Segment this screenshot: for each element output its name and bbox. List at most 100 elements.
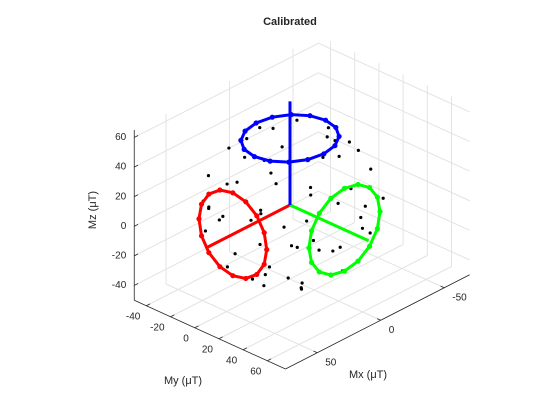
data-point [280,145,284,149]
z-tick-label: -20 [112,250,127,261]
data-point [341,268,348,274]
data-point [259,212,263,216]
data-point [217,218,221,222]
data-point [203,229,208,233]
data-point [206,191,212,197]
data-point [347,140,351,144]
z-tick [134,223,139,227]
data-point [305,219,309,223]
data-point [316,269,322,275]
grid-line [229,251,381,321]
data-point [366,243,373,249]
grid-line [267,266,452,362]
data-point [325,135,329,139]
data-point [331,249,335,253]
data-point [269,114,275,120]
y-tick-label: 20 [202,344,214,355]
grid-line [318,72,470,143]
data-point [366,184,373,191]
z-tick-label: -40 [112,280,127,291]
z-tick [134,164,139,168]
grid-line [194,233,380,329]
data-point [196,216,202,222]
grid-line [170,222,355,318]
z-tick-label: 60 [115,132,127,143]
data-point [262,284,266,288]
x-tick [376,318,381,321]
data-point [254,213,260,219]
data-point [295,245,299,249]
data-point [225,182,229,186]
data-point [374,194,380,200]
x-axis-line [285,274,470,370]
z-tick-label: 40 [115,162,127,173]
series-line [206,203,291,249]
data-point [300,281,304,285]
data-point [336,201,340,205]
data-point [374,226,380,232]
z-tick-label: 20 [115,191,127,202]
data-point [321,155,325,159]
data-point [245,137,249,141]
data-point [261,230,267,236]
data-point [305,157,311,163]
data-point [306,245,312,251]
data-point [368,231,372,235]
grid-line [292,218,445,289]
data-point [233,252,237,256]
data-point [249,218,253,222]
y-tick-label: 0 [183,333,189,344]
data-point [264,247,270,253]
data-point [274,182,278,186]
data-point [261,261,267,267]
series-line [289,203,370,243]
data-point [355,181,361,188]
data-point [341,185,348,191]
data-point [235,180,239,184]
data-point [356,148,360,153]
grid-line [134,161,319,257]
data-point [242,128,248,134]
data-point [333,124,339,131]
z-tick-label: 0 [121,221,127,232]
grid-line [318,190,470,261]
data-point [282,225,286,229]
data-point [258,242,262,247]
data-point [243,155,247,159]
chart-title: Calibrated [263,16,317,28]
data-point [253,120,259,126]
data-point [311,238,316,243]
data-point [360,226,365,230]
grid-line [165,283,318,354]
data-point [271,126,275,130]
data-point [227,146,231,150]
data-point [295,118,299,122]
grid-line [134,72,319,168]
data-point [326,126,330,130]
data-point [308,259,315,266]
data-point [238,137,244,143]
data-point [355,258,361,264]
data-point [316,210,322,216]
y-tick [267,358,272,362]
data-point [381,196,385,200]
data-point [377,208,383,215]
grid-line [242,255,428,351]
data-point [217,264,223,270]
data-point [243,275,249,282]
x-tick [313,350,318,354]
data-point [308,228,315,234]
y-tick [218,336,223,340]
data-point [337,154,341,158]
data-point [308,185,313,190]
grid-line [146,211,331,307]
data-point [230,273,236,279]
data-point [307,113,313,119]
data-point [251,154,258,160]
grid-line [134,42,319,138]
data-point [336,133,342,140]
data-point [198,201,205,207]
data-point [369,167,373,171]
z-tick [134,194,139,198]
